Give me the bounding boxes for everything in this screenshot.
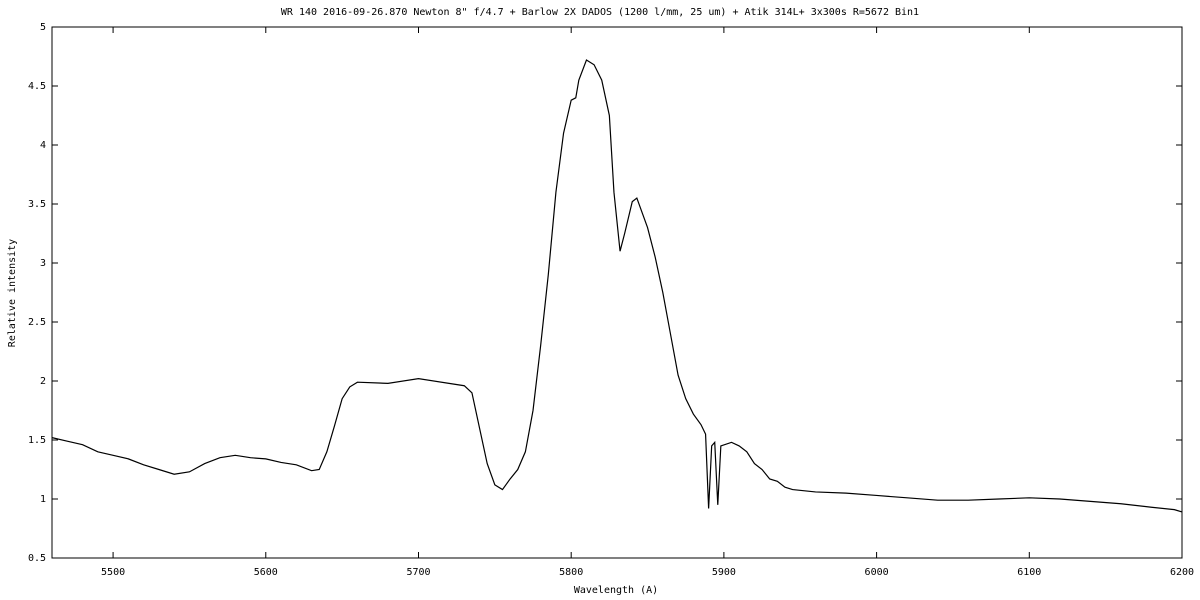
x-axis-label: Wavelength (A) [574,585,658,596]
x-tick-label: 5900 [712,567,736,578]
x-tick-label: 6200 [1170,567,1194,578]
plot-frame [51,26,1183,559]
y-tick-label: 3.5 [28,199,46,210]
y-tick-label: 4.5 [28,81,46,92]
y-tick-label: 0.5 [28,553,46,564]
spectrum-line [51,59,1183,513]
y-tick-label: 5 [40,22,46,33]
x-tick-label: 6100 [1017,567,1041,578]
x-tick-label: 5800 [559,567,583,578]
x-tick-label: 5600 [254,567,278,578]
y-tick-label: 3 [40,258,46,269]
x-tick-label: 5500 [101,567,125,578]
y-tick-label: 2.5 [28,317,46,328]
x-tick-label: 6000 [865,567,889,578]
y-tick-label: 1 [40,494,46,505]
chart-title: WR 140 2016-09-26.870 Newton 8" f/4.7 + … [281,7,919,18]
y-tick-label: 1.5 [28,435,46,446]
y-axis-label: Relative intensity [7,239,18,347]
y-tick-label: 4 [40,140,46,151]
x-tick-label: 5700 [406,567,430,578]
y-tick-label: 2 [40,376,46,387]
